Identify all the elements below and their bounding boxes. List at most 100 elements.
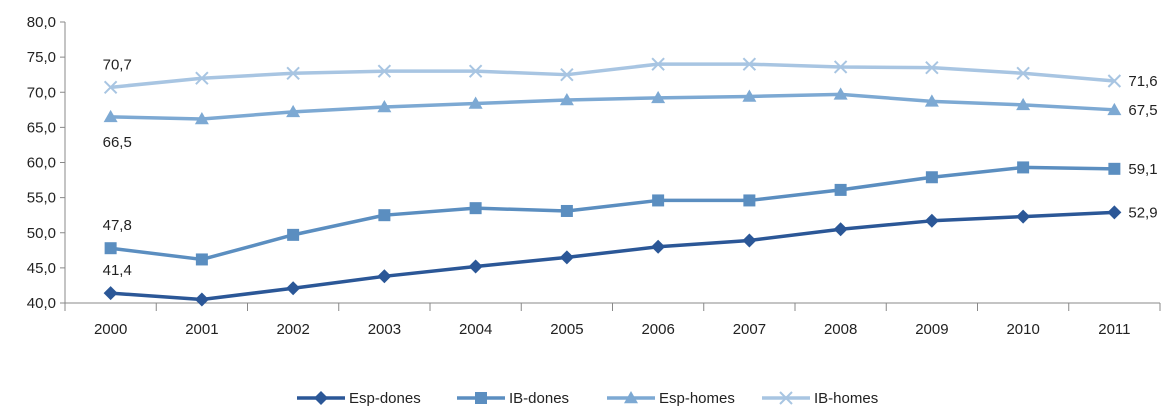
- x-tick-label: 2011: [1098, 321, 1130, 338]
- data-point: [924, 213, 939, 228]
- series-line: [110, 62, 1115, 90]
- data-point: [468, 64, 483, 78]
- legend-label: Esp-homes: [659, 390, 735, 407]
- data-point: [1107, 74, 1122, 88]
- legend-swatch-marker: [475, 392, 487, 404]
- data-point: [1016, 97, 1031, 111]
- x-tick-label: 2010: [1006, 321, 1039, 338]
- data-point: [925, 171, 938, 184]
- data-point: [286, 281, 301, 296]
- x-tick-label: 2001: [185, 321, 218, 338]
- series-Esp-homes: [103, 87, 1122, 125]
- data-point: [194, 111, 209, 125]
- data-label: 47,8: [103, 217, 132, 234]
- data-point: [560, 204, 573, 217]
- series-line: [110, 165, 1115, 262]
- data-point: [1016, 209, 1031, 224]
- y-tick-label: 50,0: [27, 225, 56, 242]
- legend-item: Esp-dones: [297, 390, 421, 407]
- data-label: 70,7: [103, 56, 132, 73]
- x-tick-label: 2000: [94, 321, 127, 338]
- y-tick-label: 60,0: [27, 155, 56, 172]
- data-point: [924, 94, 939, 107]
- data-point: [286, 104, 301, 118]
- y-tick-label: 45,0: [27, 260, 56, 277]
- data-point: [103, 80, 118, 95]
- data-point: [559, 92, 574, 106]
- data-point: [742, 233, 757, 248]
- data-point: [103, 109, 118, 123]
- y-tick-label: 65,0: [27, 119, 56, 136]
- data-point: [286, 66, 300, 80]
- data-point: [559, 250, 574, 265]
- legend-label: Esp-dones: [349, 390, 421, 407]
- data-point: [833, 87, 848, 100]
- data-point: [469, 202, 482, 215]
- legend-swatch-marker: [624, 391, 638, 404]
- data-label: 66,5: [103, 134, 132, 151]
- y-tick-label: 75,0: [27, 49, 56, 66]
- data-label: 52,9: [1128, 204, 1157, 221]
- series-Esp-dones: [103, 205, 1122, 307]
- data-point: [195, 71, 209, 85]
- data-point: [377, 100, 392, 113]
- legend: Esp-dones IB-dones Esp-homes IB-homes: [297, 390, 878, 407]
- data-point: [195, 253, 208, 266]
- data-point: [743, 194, 756, 207]
- x-tick-label: 2004: [459, 321, 492, 338]
- data-point: [468, 259, 483, 274]
- chart-axes: 40,0 45,0 50,0 55,0 60,0 65,0 70,0 75,0 80,0 2000…: [27, 14, 1161, 338]
- data-point: [104, 242, 117, 255]
- series-layer: [103, 57, 1122, 307]
- x-tick-label: 2008: [824, 321, 857, 338]
- data-point: [651, 239, 666, 254]
- data-point: [742, 57, 757, 71]
- y-tick-label: 55,0: [27, 190, 56, 207]
- data-point: [925, 60, 939, 75]
- series-line: [110, 210, 1115, 302]
- x-tick-label: 2005: [550, 321, 583, 338]
- data-labels: 41,4 52,9 47,8 59,1 66,5 67,5 70,7 71,6: [103, 56, 1158, 279]
- data-point: [1108, 162, 1121, 175]
- data-point: [651, 90, 666, 104]
- legend-item: IB-dones: [457, 390, 569, 407]
- y-tick-label: 80,0: [27, 14, 56, 31]
- y-tick-label: 40,0: [27, 295, 56, 312]
- legend-item: IB-homes: [762, 390, 878, 407]
- x-tick-label: 2003: [368, 321, 401, 338]
- data-label: 67,5: [1128, 102, 1157, 119]
- x-tick-label: 2009: [915, 321, 948, 338]
- data-point: [651, 57, 665, 71]
- data-label: 71,6: [1128, 73, 1157, 90]
- series-IB-homes: [103, 57, 1122, 95]
- legend-label: IB-homes: [814, 390, 878, 407]
- x-tick-label: 2006: [641, 321, 674, 338]
- data-point: [833, 60, 848, 74]
- series-line: [110, 92, 1115, 121]
- data-point: [1107, 102, 1122, 116]
- legend-swatch-marker: [314, 391, 328, 405]
- legend-swatch-marker: [779, 391, 793, 405]
- legend-label: IB-dones: [509, 390, 569, 407]
- data-label: 59,1: [1128, 161, 1157, 178]
- series-IB-dones: [104, 161, 1121, 266]
- y-tick-label: 70,0: [27, 84, 56, 101]
- data-point: [377, 269, 392, 284]
- data-point: [378, 209, 391, 222]
- data-point: [834, 183, 847, 196]
- legend-item: Esp-homes: [607, 390, 735, 407]
- data-point: [652, 194, 665, 207]
- data-point: [287, 228, 300, 241]
- data-point: [560, 67, 574, 82]
- data-point: [1016, 66, 1030, 80]
- data-point: [194, 292, 209, 307]
- x-tick-label: 2002: [276, 321, 309, 338]
- data-point: [833, 222, 848, 237]
- data-point: [742, 89, 757, 102]
- data-point: [103, 286, 118, 301]
- data-point: [1017, 161, 1030, 174]
- x-tick-label: 2007: [733, 321, 766, 338]
- data-point: [377, 64, 392, 78]
- data-point: [468, 96, 483, 109]
